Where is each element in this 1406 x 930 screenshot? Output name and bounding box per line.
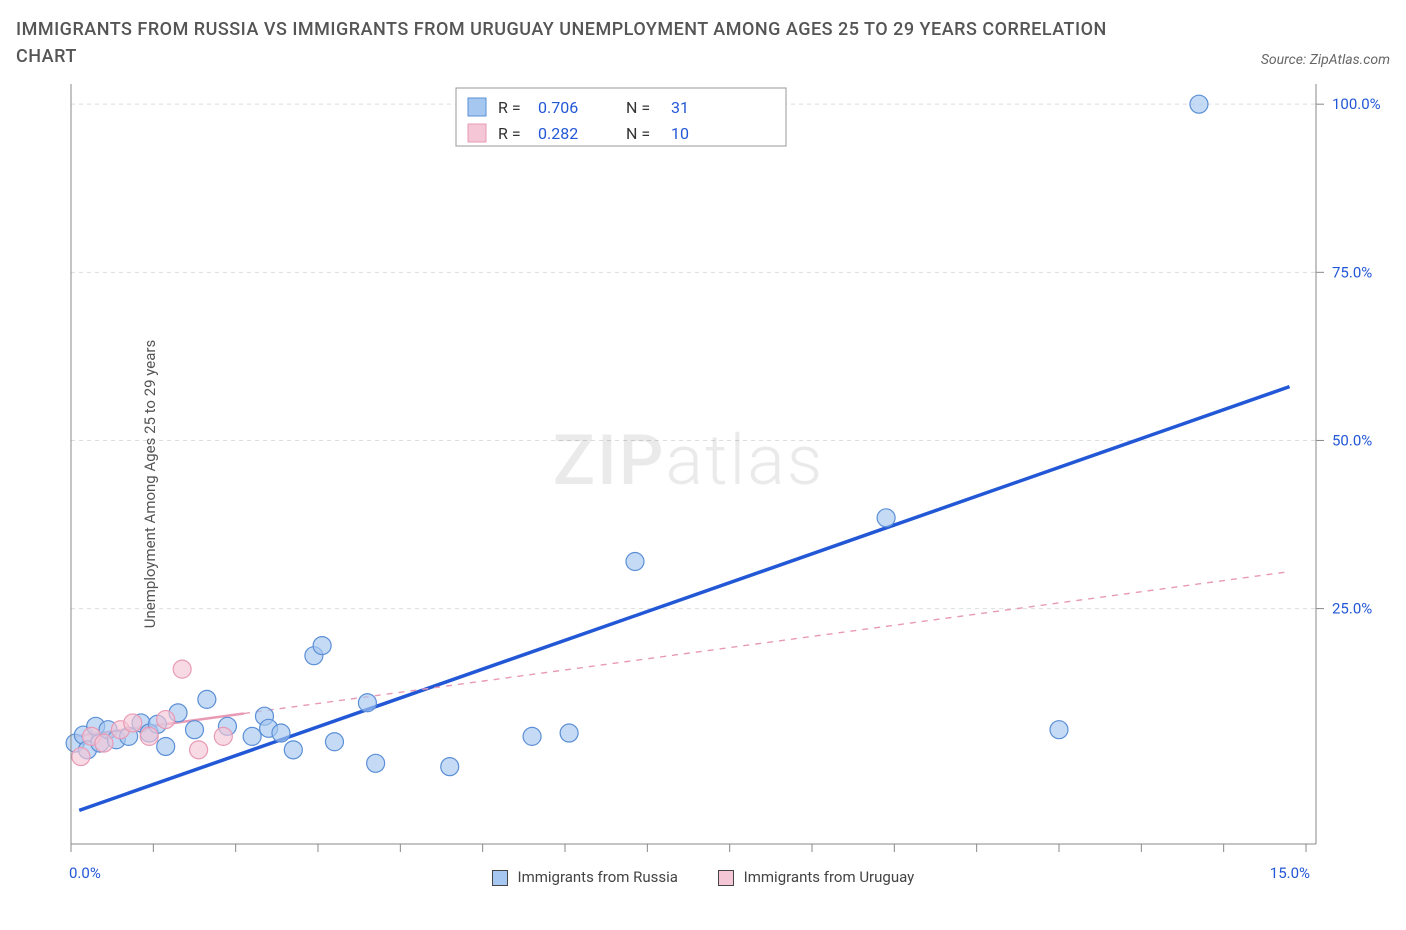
data-point-uruguay <box>140 727 158 745</box>
data-point-russia <box>325 733 343 751</box>
data-point-russia <box>243 727 261 745</box>
data-point-uruguay <box>173 660 191 678</box>
data-point-russia <box>560 724 578 742</box>
data-point-russia <box>198 690 216 708</box>
data-point-russia <box>626 553 644 571</box>
svg-text:ZIPatlas: ZIPatlas <box>553 420 825 502</box>
legend-swatch <box>468 98 486 116</box>
data-point-russia <box>157 737 175 755</box>
data-point-russia <box>313 637 331 655</box>
data-point-russia <box>1190 95 1208 113</box>
chart-header: IMMIGRANTS FROM RUSSIA VS IMMIGRANTS FRO… <box>16 16 1390 70</box>
data-point-russia <box>186 721 204 739</box>
plot-area: Unemployment Among Ages 25 to 29 years Z… <box>16 74 1390 894</box>
legend-r-label: R = <box>498 98 521 117</box>
data-point-russia <box>358 694 376 712</box>
data-point-russia <box>441 758 459 776</box>
data-point-russia <box>1050 721 1068 739</box>
chart-title: IMMIGRANTS FROM RUSSIA VS IMMIGRANTS FRO… <box>16 16 1116 70</box>
data-point-russia <box>272 724 290 742</box>
data-point-russia <box>284 741 302 759</box>
legend-n-value: 10 <box>671 124 689 143</box>
legend-n-label: N = <box>626 98 650 117</box>
legend-n-label: N = <box>626 124 650 143</box>
data-point-russia <box>877 509 895 527</box>
data-point-uruguay <box>157 711 175 729</box>
legend-n-value: 31 <box>671 98 689 117</box>
legend-r-value: 0.706 <box>538 98 578 117</box>
data-point-russia <box>367 754 385 772</box>
x-tick-label: 15.0% <box>1270 864 1310 882</box>
legend-swatch <box>468 124 486 142</box>
y-tick-label: 100.0% <box>1332 95 1381 113</box>
y-tick-label: 75.0% <box>1332 263 1372 281</box>
source-label: Source: ZipAtlas.com <box>1261 52 1390 70</box>
y-tick-label: 50.0% <box>1332 431 1372 449</box>
legend-r-value: 0.282 <box>538 124 578 143</box>
data-point-uruguay <box>190 741 208 759</box>
data-point-uruguay <box>95 734 113 752</box>
scatter-chart: ZIPatlas 0.0% 15.0% 25.0% 50.0% 75.0% 100.0% R … <box>16 74 1390 894</box>
chart-container: IMMIGRANTS FROM RUSSIA VS IMMIGRANTS FRO… <box>16 16 1390 886</box>
y-axis-label: Unemployment Among Ages 25 to 29 years <box>141 340 159 628</box>
data-point-russia <box>523 727 541 745</box>
x-tick-label: 0.0% <box>69 864 101 882</box>
y-tick-label: 25.0% <box>1332 600 1372 618</box>
data-point-uruguay <box>214 727 232 745</box>
data-point-uruguay <box>124 714 142 732</box>
data-point-uruguay <box>72 748 90 766</box>
legend-r-label: R = <box>498 124 521 143</box>
